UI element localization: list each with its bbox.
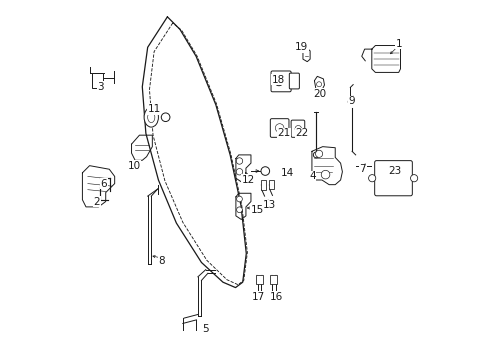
Text: 5: 5: [202, 324, 208, 334]
Ellipse shape: [144, 107, 158, 127]
FancyBboxPatch shape: [270, 71, 290, 92]
Circle shape: [294, 126, 301, 132]
FancyBboxPatch shape: [270, 119, 288, 137]
FancyBboxPatch shape: [290, 120, 304, 137]
Text: 12: 12: [241, 175, 254, 185]
Circle shape: [274, 77, 283, 86]
Circle shape: [347, 100, 352, 104]
Text: 15: 15: [250, 206, 263, 216]
Text: 21: 21: [277, 129, 290, 138]
Text: 13: 13: [263, 200, 276, 210]
Bar: [92, 73, 103, 88]
Bar: [270, 275, 277, 284]
Text: 4: 4: [309, 171, 315, 181]
Circle shape: [368, 175, 375, 182]
Text: 20: 20: [313, 89, 325, 99]
Text: 22: 22: [295, 129, 308, 138]
Circle shape: [277, 80, 280, 83]
Text: 18: 18: [271, 75, 285, 85]
Circle shape: [410, 175, 417, 182]
Text: 1: 1: [395, 39, 401, 49]
Circle shape: [236, 207, 242, 213]
Text: 14: 14: [280, 168, 294, 178]
Circle shape: [236, 158, 242, 164]
Text: 19: 19: [295, 42, 308, 52]
Circle shape: [261, 167, 269, 175]
FancyBboxPatch shape: [289, 73, 299, 89]
Text: 11: 11: [147, 104, 161, 114]
Circle shape: [315, 150, 322, 157]
Text: 8: 8: [159, 256, 165, 266]
Text: 7: 7: [359, 164, 366, 174]
Circle shape: [236, 168, 242, 175]
Ellipse shape: [147, 112, 155, 123]
Text: 17: 17: [252, 292, 265, 302]
Circle shape: [321, 170, 329, 179]
Text: 3: 3: [97, 82, 103, 92]
Text: 6: 6: [101, 179, 107, 189]
Text: 16: 16: [269, 292, 283, 302]
Circle shape: [275, 124, 284, 132]
Bar: [260, 180, 265, 190]
Circle shape: [313, 152, 319, 158]
Text: 10: 10: [127, 161, 141, 171]
FancyBboxPatch shape: [374, 161, 411, 196]
Text: 23: 23: [387, 166, 401, 176]
Text: 9: 9: [348, 96, 355, 106]
Circle shape: [236, 196, 242, 202]
Circle shape: [316, 82, 321, 87]
Bar: [268, 180, 273, 189]
Text: 2: 2: [93, 197, 100, 207]
Circle shape: [161, 113, 169, 122]
Bar: [255, 275, 263, 284]
